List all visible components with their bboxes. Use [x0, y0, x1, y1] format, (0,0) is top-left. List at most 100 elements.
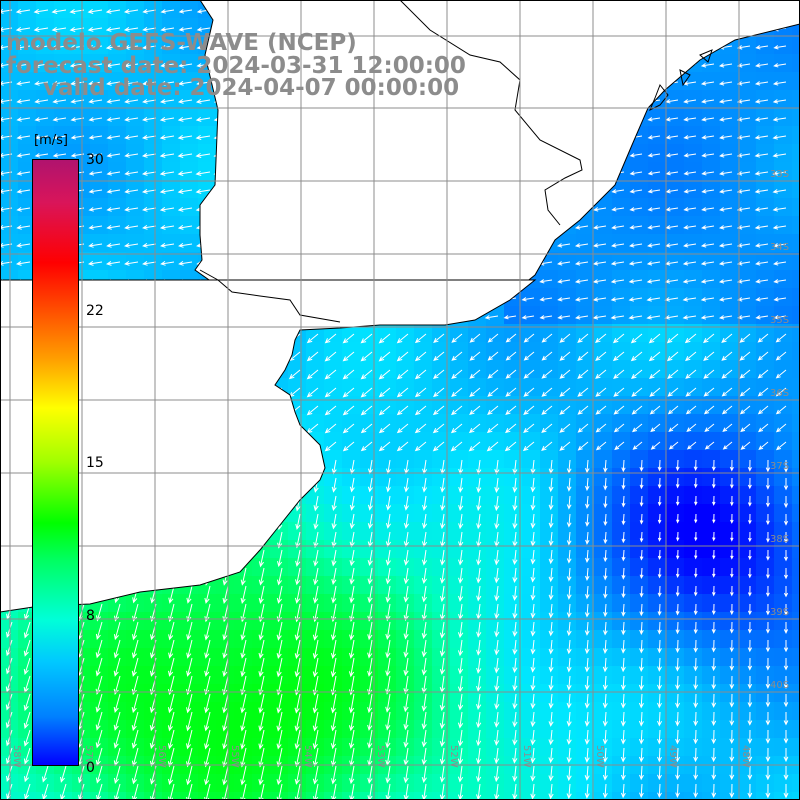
wind-arrow: [548, 675, 554, 691]
wind-arrow: [348, 693, 355, 714]
wind-arrow: [685, 351, 697, 362]
wind-arrow: [385, 603, 391, 622]
field-cell: [522, 432, 541, 451]
field-cell: [108, 108, 127, 127]
wind-arrow: [186, 747, 193, 768]
wind-arrow: [675, 495, 680, 506]
wind-arrow: [294, 711, 301, 732]
field-cell: [738, 126, 757, 145]
longitude-label: 52W: [448, 745, 459, 768]
wind-arrow: [665, 171, 679, 176]
field-cell: [90, 36, 109, 55]
wind-arrow: [433, 369, 445, 380]
wind-arrow: [773, 279, 787, 284]
field-cell: [612, 702, 631, 721]
wind-arrow: [487, 333, 499, 343]
wind-arrow: [95, 693, 103, 713]
field-cell: [684, 306, 703, 325]
field-cell: [774, 342, 793, 361]
field-cell: [738, 342, 757, 361]
field-cell: [324, 558, 343, 577]
wind-arrow: [385, 567, 391, 585]
wind-arrow: [603, 567, 608, 581]
field-cell: [720, 324, 739, 343]
field-cell: [90, 216, 109, 235]
wind-arrow: [773, 315, 787, 320]
wind-arrow: [675, 459, 680, 472]
wind-arrow: [592, 279, 607, 284]
field-cell: [702, 594, 721, 613]
field-cell: [126, 252, 145, 271]
field-cell: [540, 486, 559, 505]
wind-arrow: [433, 387, 445, 398]
field-cell: [342, 522, 361, 541]
wind-arrow: [385, 765, 391, 784]
wind-arrow: [312, 621, 319, 641]
wind-arrow: [628, 297, 643, 302]
wind-arrow: [421, 549, 428, 566]
field-cell: [756, 414, 775, 433]
field-cell: [18, 90, 37, 109]
wind-arrow: [494, 495, 500, 512]
wind-arrow: [348, 711, 355, 732]
wind-arrow: [765, 639, 771, 653]
field-cell: [594, 468, 613, 487]
wind-arrow: [649, 405, 661, 415]
field-cell: [126, 738, 145, 757]
field-cell: [648, 396, 667, 415]
wind-arrow: [676, 513, 680, 524]
wind-arrow: [530, 495, 536, 511]
wind-arrow: [722, 423, 733, 433]
wind-arrow: [132, 783, 139, 800]
field-cell: [126, 684, 145, 703]
wind-arrow: [766, 567, 770, 579]
wind-arrow: [775, 369, 787, 379]
wind-arrow: [294, 783, 301, 800]
field-cell: [270, 612, 289, 631]
wind-arrow: [330, 729, 337, 750]
field-cell: [666, 540, 685, 559]
field-cell: [594, 522, 613, 541]
wind-arrow: [621, 459, 626, 473]
field-cell: [126, 90, 145, 109]
wind-arrow: [396, 351, 409, 362]
wind-arrow: [620, 657, 626, 673]
field-cell: [612, 720, 631, 739]
field-cell: [18, 252, 37, 271]
field-cell: [648, 270, 667, 289]
field-cell: [162, 72, 181, 91]
wind-arrow: [730, 549, 734, 560]
wind-arrow: [592, 297, 607, 302]
field-cell: [594, 540, 613, 559]
wind-arrow: [276, 657, 283, 678]
field-cell: [558, 450, 577, 469]
field-cell: [666, 450, 685, 469]
field-cell: [450, 486, 469, 505]
wind-arrow: [87, 8, 103, 14]
field-cell: [558, 594, 577, 613]
wind-arrow: [783, 604, 789, 616]
wind-arrow: [593, 207, 607, 212]
wind-arrow: [87, 44, 103, 50]
field-cell: [270, 558, 289, 577]
wind-arrow: [403, 693, 409, 713]
field-cell: [18, 198, 37, 217]
wind-arrow: [530, 585, 536, 601]
field-cell: [576, 540, 595, 559]
field-cell: [126, 108, 145, 127]
wind-arrow: [755, 297, 769, 302]
latitude-label: 34S: [770, 242, 789, 253]
field-cell: [0, 180, 19, 199]
field-cell: [756, 594, 775, 613]
field-cell: [414, 378, 433, 397]
field-cell: [144, 720, 163, 739]
field-cell: [180, 630, 199, 649]
field-cell: [630, 504, 649, 523]
wind-arrow: [704, 441, 715, 450]
field-cell: [180, 180, 199, 199]
field-cell: [36, 108, 55, 127]
field-cell: [414, 666, 433, 685]
wind-arrow: [613, 423, 625, 433]
field-cell: [738, 774, 757, 793]
wind-arrow: [765, 621, 770, 634]
